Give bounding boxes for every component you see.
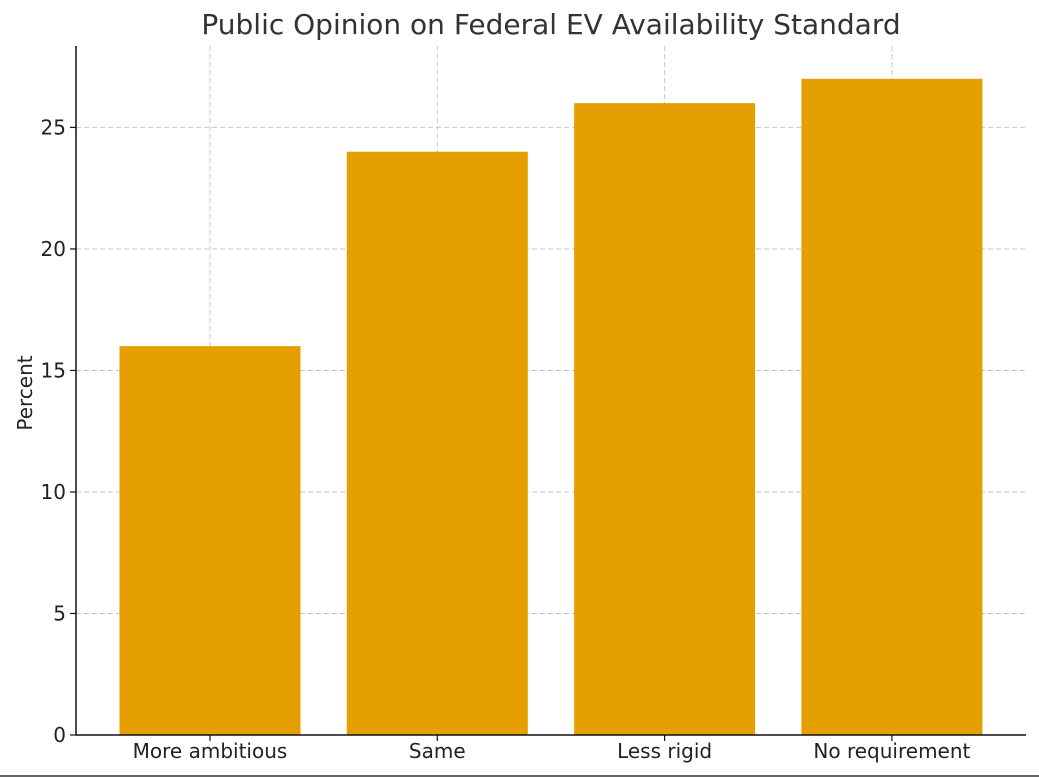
y-tick-label: 5 (53, 601, 66, 625)
bar-no-requirement (801, 78, 983, 736)
x-tick-label: Less rigid (617, 739, 712, 763)
y-axis-label: Percent (13, 355, 37, 430)
y-ticks: 0 5 10 15 20 25 (41, 115, 76, 747)
chart-title: Public Opinion on Federal EV Availabilit… (201, 8, 900, 41)
y-tick-label: 0 (53, 723, 66, 747)
x-ticks: More ambitious Same Less rigid No requireme… (133, 735, 971, 763)
y-tick-label: 25 (41, 115, 66, 139)
bar-more-ambitious (119, 346, 301, 735)
x-tick-label: Same (409, 739, 466, 763)
axes (75, 46, 1026, 736)
bars (119, 78, 983, 736)
x-tick-label: More ambitious (133, 739, 288, 763)
y-tick-label: 20 (41, 237, 66, 261)
bar-same (346, 151, 528, 735)
x-tick-label: No requirement (813, 739, 970, 763)
y-tick-label: 15 (41, 358, 66, 382)
y-tick-label: 10 (41, 480, 66, 504)
bar-less-rigid (574, 103, 756, 736)
